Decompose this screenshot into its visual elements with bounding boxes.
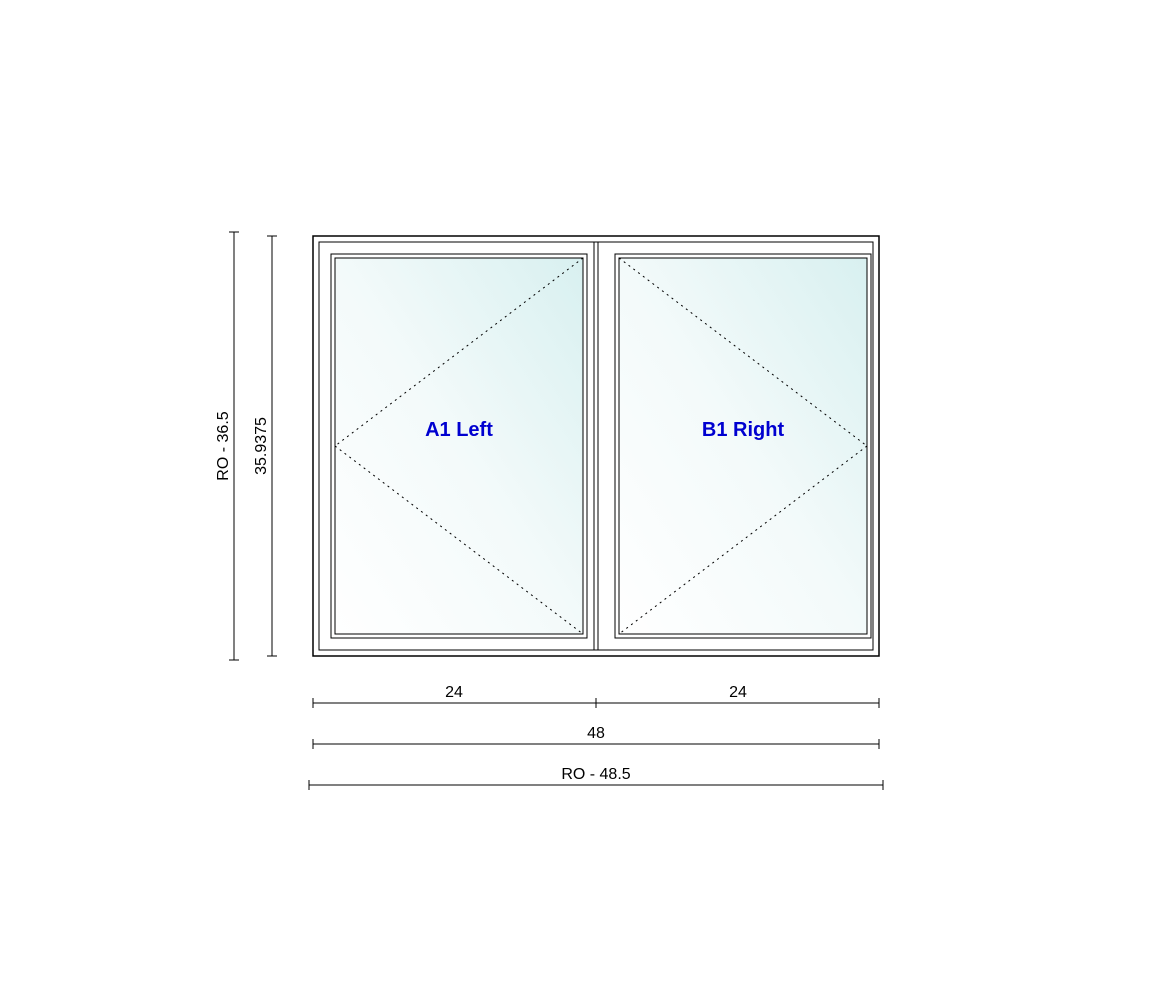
dim-label-right-width: 24 [729, 684, 747, 701]
dim-label-height: 35.9375 [253, 417, 270, 475]
dim-label-left-width: 24 [445, 684, 463, 701]
pane-label-left: A1 Left [425, 419, 493, 441]
pane-label-right: B1 Right [702, 419, 785, 441]
dim-label-ro-width: RO - 48.5 [561, 766, 630, 783]
glass-left [335, 258, 583, 634]
glass-right [619, 258, 867, 634]
window-diagram: A1 Left B1 Right 24 24 48 RO - 48.5 RO - 36.5 3… [0, 0, 1162, 1008]
dim-label-ro-height: RO - 36.5 [215, 411, 232, 480]
diagram-svg: A1 Left B1 Right 24 24 48 RO - 48.5 RO - 36.5 3… [0, 0, 1162, 1008]
dim-label-total-width: 48 [587, 725, 605, 742]
